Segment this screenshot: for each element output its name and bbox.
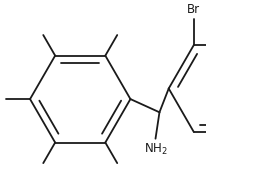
Text: NH$_2$: NH$_2$ [144,142,167,157]
Text: Br: Br [187,3,200,16]
